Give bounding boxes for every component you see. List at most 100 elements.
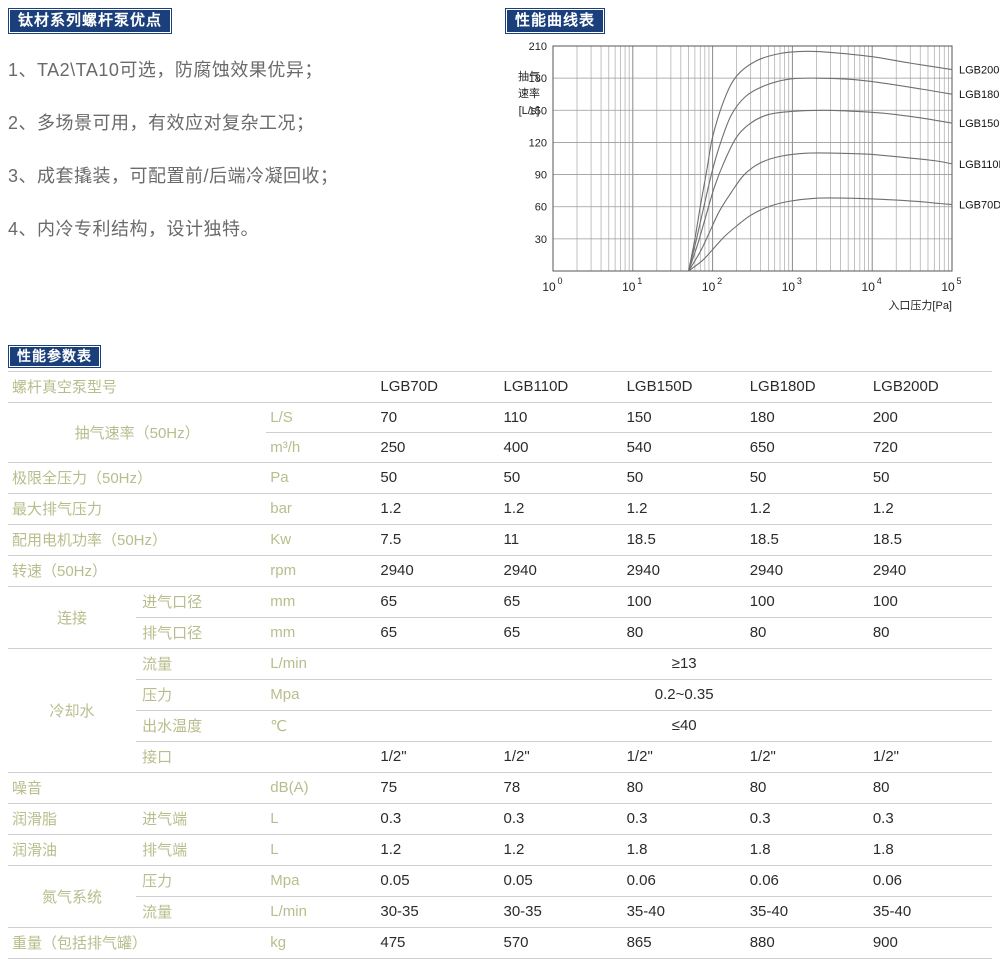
curve-LGB200D (688, 50, 953, 272)
row-merged-value: ≤40 (376, 710, 992, 742)
row-merged-value: 0.2~0.35 (376, 679, 992, 711)
row-unit: ℃ (266, 710, 377, 742)
plot-frame (552, 45, 953, 272)
cell-value: 18.5 (745, 524, 869, 556)
table-row: 连接 进气口径 mm 65 65 100 100 100 (8, 586, 992, 649)
cell-value: 0.05 (376, 865, 500, 897)
advantages-list: 1、TA2\TA10可选，防腐蚀效果优异； 2、多场景可用，有效应对复杂工况； … (8, 56, 478, 241)
cell-value: 900 (868, 927, 992, 960)
cell-value: 0.3 (376, 803, 500, 835)
table-row: 出水温度 ℃ ≤40 (8, 710, 992, 742)
table-row: 重量（包括排气罐） kg 475 570 865 880 900 (8, 927, 992, 960)
x-axis-tick-exponent: 5 (956, 276, 961, 286)
y-axis-tick-label: 120 (529, 137, 547, 149)
cell-value: 880 (745, 927, 869, 960)
curve-LGB150D (688, 109, 953, 272)
chart-heading: 性能曲线表 (505, 8, 606, 35)
table-row: 转速（50Hz） rpm 2940 2940 2940 2940 2940 (8, 555, 992, 587)
cell-value: 1.2 (622, 493, 746, 525)
cell-value: 80 (745, 772, 869, 804)
cell-value: 18.5 (622, 524, 746, 556)
cell-value: 1/2" (868, 741, 992, 773)
row-label: 极限全压力（50Hz） (8, 462, 267, 494)
legend-label-LGB180D: LGB180D (959, 89, 1000, 101)
model-header: LGB70D (376, 371, 500, 403)
cell-value: 80 (622, 617, 746, 649)
cell-value: 35-40 (622, 896, 746, 928)
cell-value: 475 (376, 927, 500, 960)
cell-value: 1/2" (745, 741, 869, 773)
y-axis-title: 速率 (518, 86, 540, 100)
y-axis-tick-label: 90 (535, 170, 547, 182)
row-unit (266, 741, 377, 773)
cell-value: 75 (376, 772, 500, 804)
legend-label-LGB150D: LGB150D (959, 118, 1000, 130)
cell-value: 180 (745, 402, 869, 433)
table-row: 流量 L/min 30-35 30-35 35-40 35-40 35-40 (8, 896, 992, 928)
params-heading: 性能参数表 (8, 345, 101, 369)
row-sublabel: 流量 (136, 896, 267, 928)
row-label: 重量（包括排气罐） (8, 927, 267, 960)
cell-value: 570 (499, 927, 623, 960)
row-unit: L/min (266, 896, 377, 928)
y-axis-title: 抽气 (518, 69, 540, 83)
y-axis-tick-label: 150 (529, 105, 547, 117)
cell-value: 865 (622, 927, 746, 960)
cell-value: 50 (868, 462, 992, 494)
x-axis-tick-label: 10 (702, 280, 716, 294)
curve-LGB70D (688, 197, 953, 272)
row-unit: kg (266, 927, 377, 960)
advantages-heading: 钛材系列螺杆泵优点 (8, 8, 173, 35)
cell-value: 70 (376, 402, 500, 433)
table-row: 最大排气压力 bar 1.2 1.2 1.2 1.2 1.2 (8, 493, 992, 525)
x-axis-tick-label: 10 (622, 280, 636, 294)
cell-value: 1.2 (499, 493, 623, 525)
row-sublabel: 接口 (136, 741, 267, 773)
table-row: 抽气速率（50Hz） L/S 70 110 150 180 200 (8, 402, 992, 463)
model-header: LGB110D (499, 371, 623, 403)
row-sublabel: 进气端 (136, 803, 267, 835)
cell-value: 7.5 (376, 524, 500, 556)
x-axis-tick-label: 10 (941, 280, 955, 294)
cell-value: 65 (499, 617, 623, 649)
row-label: 最大排气压力 (8, 493, 267, 525)
model-header: LGB200D (868, 371, 992, 403)
row-sublabel: 流量 (136, 648, 267, 680)
y-axis-tick-label: 210 (529, 41, 547, 53)
cell-value: 2940 (499, 555, 623, 587)
x-axis-tick-label: 10 (862, 280, 876, 294)
legend-label-LGB110D: LGB110D (959, 159, 1000, 171)
cell-value: 35-40 (868, 896, 992, 928)
cell-value: 2940 (622, 555, 746, 587)
cell-value: 80 (868, 617, 992, 649)
model-header: LGB180D (745, 371, 869, 403)
cell-value: 50 (499, 462, 623, 494)
table-row: 配用电机功率（50Hz） Kw 7.5 11 18.5 18.5 18.5 (8, 524, 992, 556)
row-unit: bar (266, 493, 377, 525)
parameters-section: 性能参数表 螺杆真空泵型号 LGB70D LGB110D LGB150D LGB180D… (8, 345, 992, 960)
cell-value: 1/2" (499, 741, 623, 773)
cell-value: 30-35 (376, 896, 500, 928)
row-unit: dB(A) (266, 772, 377, 804)
row-unit: Pa (266, 462, 377, 494)
y-axis-title: [L/s] (519, 105, 540, 117)
y-axis-tick-label: 30 (535, 234, 547, 246)
cell-value: 2940 (868, 555, 992, 587)
cell-value: 150 (622, 402, 746, 433)
cell-value: 80 (745, 617, 869, 649)
row-unit: Kw (266, 524, 377, 556)
cell-value: 1.2 (376, 493, 500, 525)
row-sublabel: 排气口径 (136, 617, 267, 649)
table-row: 润滑脂 进气端 L 0.3 0.3 0.3 0.3 0.3 (8, 803, 992, 835)
cell-value: 11 (499, 524, 623, 556)
row-label: 转速（50Hz） (8, 555, 267, 587)
cell-value: 100 (745, 586, 869, 618)
x-axis-tick-exponent: 2 (717, 276, 722, 286)
table-row: 氮气系统 压力 Mpa 0.05 0.05 0.06 0.06 0.06 (8, 865, 992, 928)
cell-value: 50 (745, 462, 869, 494)
cell-value: 1.8 (868, 834, 992, 866)
legend-label-LGB70D: LGB70D (959, 200, 1000, 212)
row-unit: Mpa (266, 865, 377, 897)
parameters-table-body: 螺杆真空泵型号 LGB70D LGB110D LGB150D LGB180D LGB200… (8, 371, 992, 960)
cell-value: 0.05 (499, 865, 623, 897)
